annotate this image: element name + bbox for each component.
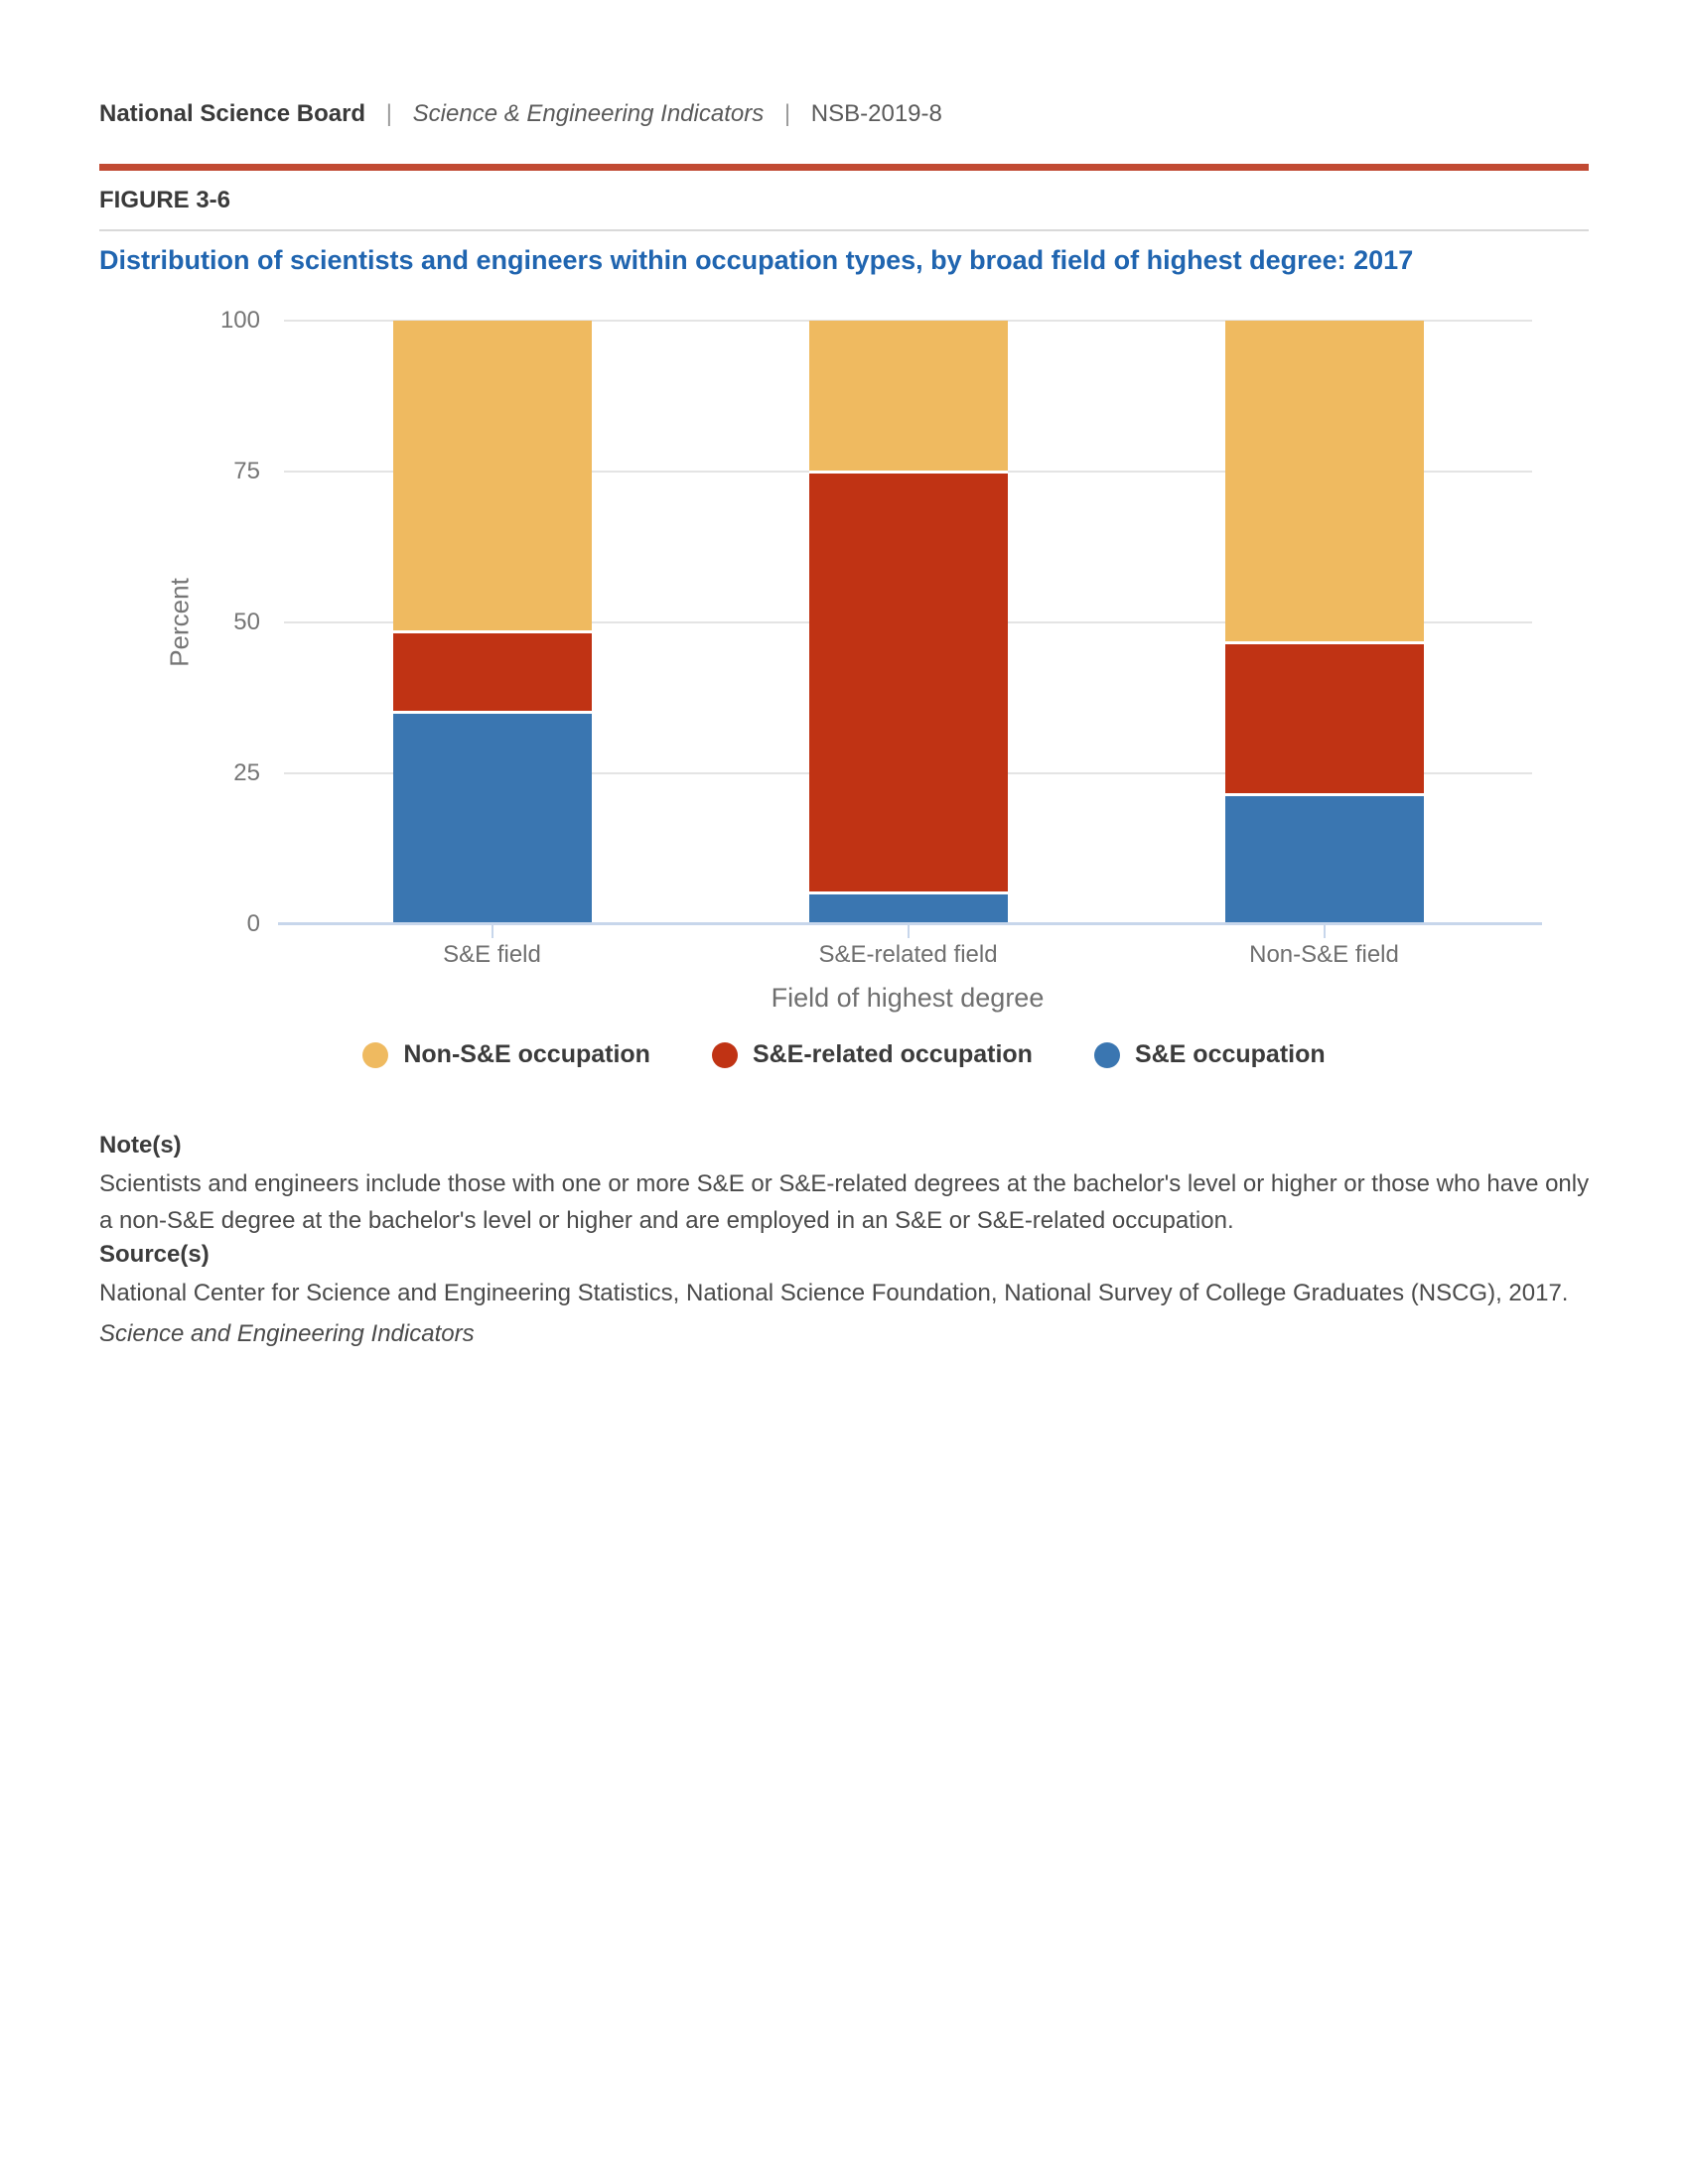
header-divider-1: | bbox=[385, 100, 392, 127]
x-axis-category-label-s-e-related-field: S&E-related field bbox=[818, 941, 998, 968]
source-heading: Source(s) bbox=[99, 1241, 210, 1268]
legend-label-non-s-e-occupation: Non-S&E occupation bbox=[403, 1040, 650, 1068]
accent-rule bbox=[99, 164, 1589, 171]
legend-item-s-e-occupation[interactable]: S&E occupation bbox=[1093, 1040, 1326, 1069]
bar-segment-s-e-related-field-s-e-occupation[interactable] bbox=[808, 891, 1008, 924]
y-axis-tick-label-25: 25 bbox=[233, 759, 260, 786]
bar-segment-s-e-related-field-s-e-related-occupation[interactable] bbox=[808, 471, 1008, 892]
brand-name: National Science Board bbox=[99, 100, 366, 127]
figure-title: Distribution of scientists and engineers… bbox=[99, 245, 1414, 275]
x-axis-category-label-non-s-e-field: Non-S&E field bbox=[1249, 941, 1399, 968]
x-axis-title: Field of highest degree bbox=[771, 983, 1045, 1013]
x-axis-category-label-s-e-field: S&E field bbox=[443, 941, 541, 968]
legend-item-s-e-related-occupation[interactable]: S&E-related occupation bbox=[711, 1040, 1033, 1069]
s-e-related-occupation-legend-swatch-icon bbox=[711, 1041, 738, 1068]
report-id: NSB-2019-8 bbox=[810, 100, 942, 127]
bar-segment-non-s-e-field-s-e-occupation[interactable] bbox=[1224, 793, 1424, 924]
bar-segment-s-e-field-s-e-related-occupation[interactable] bbox=[392, 629, 592, 711]
non-s-e-occupation-legend-swatch-icon bbox=[362, 1041, 389, 1068]
section-divider bbox=[99, 229, 1589, 231]
notes-body: Scientists and engineers include those w… bbox=[99, 1170, 1590, 1234]
publication-name: Science & Engineering Indicators bbox=[412, 100, 765, 127]
chart-legend: Non-S&E occupation S&E-related occupation… bbox=[99, 1040, 1589, 1069]
bar-segment-s-e-field-non-s-e-occupation[interactable] bbox=[392, 321, 592, 630]
y-axis-tick-label-0: 0 bbox=[246, 910, 260, 937]
notes-heading: Note(s) bbox=[99, 1132, 182, 1159]
source-body: National Center for Science and Engineer… bbox=[99, 1280, 1569, 1306]
report-header: National Science Board | Science & Engin… bbox=[99, 100, 942, 128]
bar-segment-non-s-e-field-s-e-related-occupation[interactable] bbox=[1224, 640, 1424, 794]
x-axis-tick-s-e-field bbox=[491, 925, 493, 938]
x-axis-baseline bbox=[278, 922, 1542, 925]
bar-segment-s-e-field-s-e-occupation[interactable] bbox=[392, 710, 592, 924]
legend-label-s-e-related-occupation: S&E-related occupation bbox=[752, 1040, 1033, 1068]
y-axis-tick-label-100: 100 bbox=[219, 307, 260, 334]
bar-segment-non-s-e-field-non-s-e-occupation[interactable] bbox=[1224, 321, 1424, 641]
s-e-occupation-legend-swatch-icon bbox=[1093, 1041, 1120, 1068]
bar-segment-s-e-related-field-non-s-e-occupation[interactable] bbox=[808, 321, 1008, 472]
legend-label-s-e-occupation: S&E occupation bbox=[1134, 1040, 1326, 1068]
y-axis-tick-label-75: 75 bbox=[233, 458, 260, 484]
legend-item-non-s-e-occupation[interactable]: Non-S&E occupation bbox=[362, 1040, 650, 1069]
footer-publication: Science and Engineering Indicators bbox=[99, 1320, 475, 1347]
header-divider-2: | bbox=[783, 100, 791, 127]
x-axis-tick-s-e-related-field bbox=[907, 925, 910, 938]
y-axis-tick-label-50: 50 bbox=[233, 609, 260, 635]
x-axis-tick-non-s-e-field bbox=[1323, 925, 1326, 938]
figure-label: FIGURE 3-6 bbox=[99, 187, 231, 213]
